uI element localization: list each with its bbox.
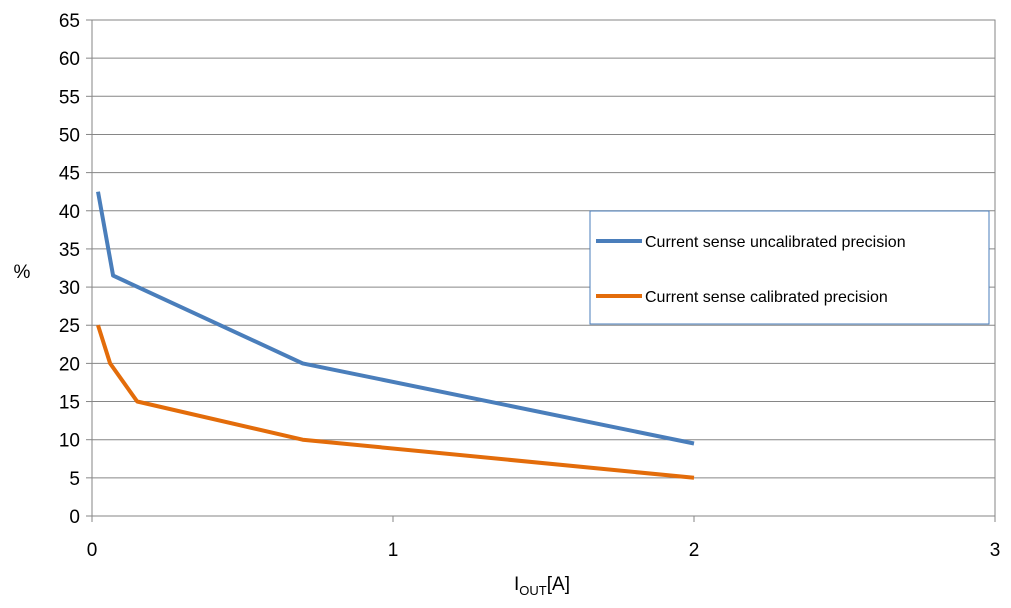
plot-border [91,19,996,517]
y-axis-title: % [14,262,31,283]
y-tick-label-25: 25 [59,316,80,337]
x-axis-title-main: I [514,574,519,595]
series-line-0 [96,191,695,446]
y-tick-label-15: 15 [59,393,80,414]
x-tick-label-1: 1 [388,540,399,561]
legend-label-uncalibrated: Current sense uncalibrated precision [645,234,906,251]
x-axis-title-subscript: OUT [519,583,547,598]
legend: Current sense uncalibrated precision Cur… [589,210,990,325]
x-axis-title-unit: [A] [547,574,570,595]
y-tick-label-20: 20 [59,354,80,375]
y-tick-label-40: 40 [59,202,80,223]
y-tick-label-35: 35 [59,240,80,261]
series-lines [96,191,695,480]
x-tick-label-3: 3 [990,540,1001,561]
y-tick-label-60: 60 [59,49,80,70]
y-tick-label-65: 65 [59,11,80,32]
legend-label-calibrated: Current sense calibrated precision [645,289,888,306]
y-tick-label-50: 50 [59,125,80,146]
y-tick-label-55: 55 [59,87,80,108]
x-axis-ticks: 0 1 2 3 [87,516,1001,561]
y-tick-label-10: 10 [59,431,80,452]
y-axis-ticks: 0 5 10 15 20 25 30 35 40 45 50 55 60 65 [59,11,92,528]
y-tick-label-5: 5 [69,469,80,490]
y-tick-label-30: 30 [59,278,80,299]
x-tick-label-2: 2 [689,540,700,561]
x-tick-label-0: 0 [87,540,98,561]
y-tick-label-0: 0 [69,507,80,528]
y-tick-label-45: 45 [59,164,80,185]
legend-box [589,210,990,325]
x-axis-title: IOUT[A] [514,574,570,598]
series-line-1 [96,324,695,480]
plot-area [91,19,996,517]
